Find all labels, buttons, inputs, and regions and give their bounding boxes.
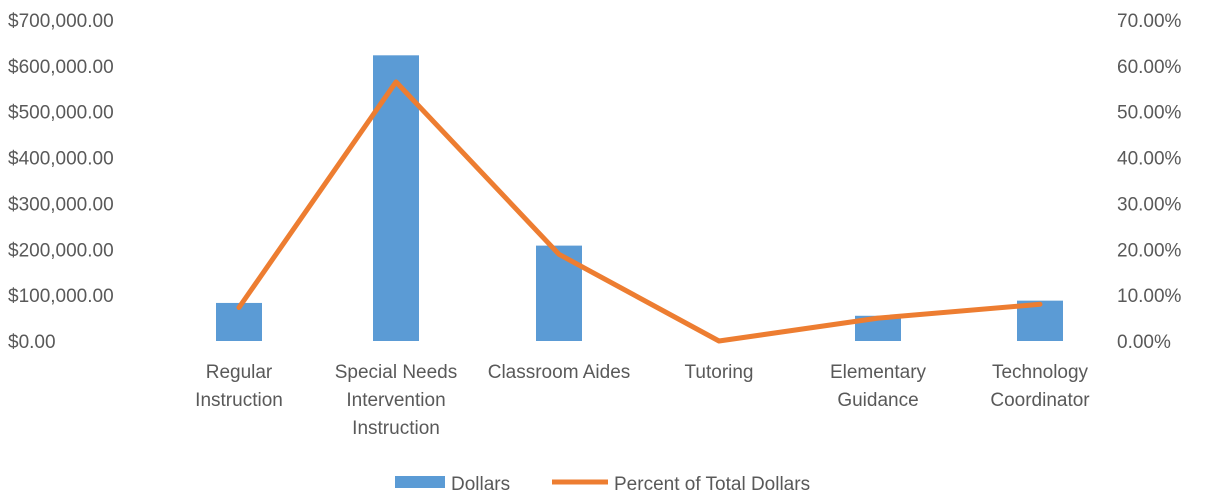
category-label: Special Needs Intervention Instruction — [335, 362, 458, 439]
legend-label-dollars: Dollars — [451, 474, 510, 495]
legend-swatch-dollars — [395, 476, 445, 488]
left-tick-label: $100,000.00 — [8, 286, 114, 307]
legend-label-percent: Percent of Total Dollars — [614, 474, 810, 495]
right-tick-label: 70.00% — [1117, 11, 1182, 32]
left-tick-label: $700,000.00 — [8, 11, 114, 32]
right-tick-label: 40.00% — [1117, 149, 1182, 170]
category-label: Technology Coordinator — [990, 362, 1090, 411]
legend: Dollars Percent of Total Dollars — [395, 474, 810, 495]
right-tick-label: 30.00% — [1117, 194, 1182, 215]
percent-line — [236, 79, 1043, 344]
left-tick-label: $400,000.00 — [8, 149, 114, 170]
category-label: Classroom Aides — [488, 362, 631, 383]
left-tick-label: $600,000.00 — [8, 57, 114, 78]
left-tick-label: $500,000.00 — [8, 103, 114, 124]
right-tick-label: 20.00% — [1117, 240, 1182, 261]
category-label: Regular Instruction — [195, 362, 283, 411]
left-axis: $0.00 $100,000.00 $200,000.00 $300,000.00 $4… — [8, 11, 114, 353]
category-axis: Regular Instruction Special Needs Intervent… — [195, 362, 1090, 439]
right-tick-label: 50.00% — [1117, 103, 1182, 124]
line-series-percent — [236, 79, 1043, 344]
right-tick-label: 60.00% — [1117, 57, 1182, 78]
left-tick-label: $300,000.00 — [8, 194, 114, 215]
category-label: Tutoring — [685, 362, 754, 383]
category-label: Elementary Guidance — [830, 362, 927, 411]
bar — [536, 245, 582, 341]
right-axis: 0.00% 10.00% 20.00% 30.00% 40.00% 50.00% 60.00… — [1117, 11, 1182, 353]
right-tick-label: 10.00% — [1117, 286, 1182, 307]
left-tick-label: $0.00 — [8, 332, 56, 353]
left-tick-label: $200,000.00 — [8, 240, 114, 261]
right-tick-label: 0.00% — [1117, 332, 1171, 353]
